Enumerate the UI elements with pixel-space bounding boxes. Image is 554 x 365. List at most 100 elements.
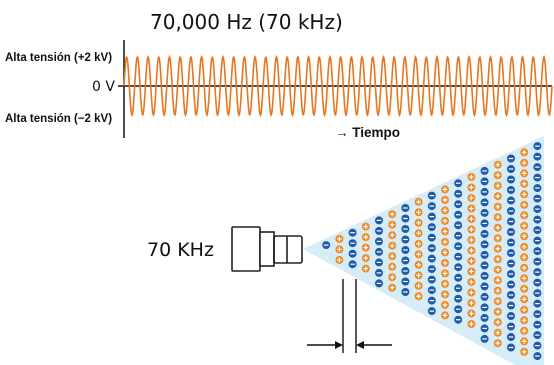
positive-ion (414, 260, 423, 269)
positive-ion (520, 347, 529, 356)
positive-ion (520, 253, 529, 262)
negative-ion (533, 236, 542, 245)
negative-ion (480, 166, 489, 175)
positive-ion (520, 232, 529, 241)
negative-ion (533, 257, 542, 266)
negative-ion (454, 231, 463, 240)
positive-ion (467, 309, 476, 318)
negative-ion (507, 217, 515, 226)
negative-ion (427, 202, 436, 211)
negative-ion (454, 200, 463, 209)
positive-ion (361, 264, 370, 273)
positive-ion (493, 223, 502, 232)
positive-ion (441, 258, 449, 267)
negative-ion (507, 291, 515, 299)
negative-ion (480, 229, 489, 238)
positive-ion (520, 200, 529, 209)
negative-ion (454, 315, 463, 324)
positive-ion (493, 181, 502, 190)
positive-ion (520, 221, 529, 230)
negative-ion (427, 296, 436, 305)
positive-ion (388, 241, 397, 250)
negative-ion (507, 343, 515, 352)
negative-ion (427, 233, 436, 242)
positive-ion (441, 206, 449, 215)
positive-ion (388, 262, 397, 271)
positive-ion (441, 311, 449, 320)
negative-ion (507, 154, 515, 163)
negative-ion (507, 207, 515, 215)
negative-ion (533, 352, 542, 361)
positive-ion (493, 318, 502, 327)
negative-ion (507, 322, 515, 331)
positive-ion (493, 213, 502, 222)
emitter-frequency-label: 70 KHz (147, 239, 214, 261)
negative-ion (480, 240, 489, 249)
negative-ion (533, 163, 542, 172)
positive-ion (493, 192, 502, 201)
positive-ion (493, 307, 502, 316)
negative-ion (480, 303, 489, 312)
negative-ion (533, 173, 542, 182)
positive-ion (520, 274, 529, 283)
positive-ion (493, 286, 502, 295)
label-zero-volts: 0 V (92, 79, 115, 95)
negative-ion (401, 235, 410, 244)
negative-ion (427, 244, 436, 253)
negative-ion (507, 186, 515, 194)
negative-ion (507, 165, 515, 173)
positive-ion (467, 267, 476, 276)
positive-ion (414, 292, 423, 301)
negative-ion (507, 238, 515, 247)
negative-ion (533, 152, 542, 161)
negative-ion (533, 215, 542, 224)
negative-ion (533, 289, 542, 298)
negative-ion (533, 331, 542, 340)
ionizer-nozzle-icon (231, 226, 303, 272)
positive-ion (388, 220, 397, 229)
positive-ion (467, 246, 476, 255)
negative-ion (454, 221, 463, 230)
positive-ion (467, 257, 476, 265)
label-high-voltage-positive: Alta tensión (+2 kV) (5, 52, 112, 64)
positive-ion (441, 300, 449, 309)
negative-ion (533, 247, 542, 256)
negative-ion (375, 226, 383, 235)
positive-ion (441, 248, 449, 257)
negative-ion (507, 228, 515, 236)
positive-ion (520, 158, 529, 167)
positive-ion (414, 239, 423, 248)
label-high-voltage-negative: Alta tensión (−2 kV) (5, 113, 112, 125)
negative-ion (401, 246, 410, 254)
positive-ion (467, 278, 476, 286)
positive-ion (361, 254, 370, 263)
negative-ion (454, 210, 463, 219)
negative-ion (533, 142, 542, 151)
negative-ion (507, 270, 515, 278)
negative-ion (507, 249, 515, 257)
positive-ion (361, 222, 370, 231)
positive-ion (361, 243, 370, 252)
positive-ion (493, 297, 502, 306)
negative-ion (480, 292, 489, 301)
negative-ion (454, 179, 463, 188)
negative-ion (480, 208, 489, 217)
negative-ion (427, 286, 436, 295)
positive-ion (520, 316, 529, 325)
negative-ion (507, 312, 515, 320)
negative-ion (480, 334, 489, 343)
negative-ion (533, 268, 542, 277)
negative-ion (322, 241, 331, 250)
negative-ion (480, 282, 489, 291)
negative-ion (375, 258, 383, 267)
negative-ion (480, 313, 489, 322)
negative-ion (454, 305, 463, 314)
positive-ion (441, 216, 449, 225)
negative-ion (533, 320, 542, 329)
positive-ion (467, 299, 476, 307)
positive-ion (520, 295, 529, 304)
positive-ion (467, 194, 476, 202)
positive-ion (414, 281, 423, 290)
positive-ion (441, 279, 449, 288)
